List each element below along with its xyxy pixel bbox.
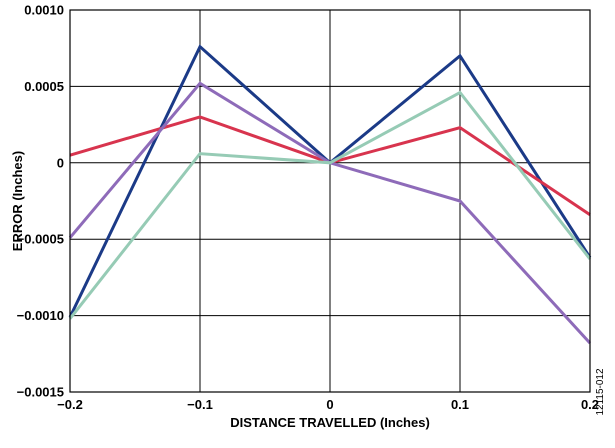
y-tick-label: −0.0015 (17, 385, 64, 400)
y-tick-label: 0.0010 (24, 3, 64, 18)
series-group (68, 44, 592, 345)
grid (69, 9, 591, 393)
x-tick-labels: −0.2 −0.1 0 0.1 0.2 (57, 397, 599, 412)
figure-id: 12115-012 (595, 368, 606, 416)
y-tick-label: −0.0005 (17, 232, 64, 247)
x-axis-label: DISTANCE TRAVELLED (Inches) (230, 415, 430, 430)
x-tick-label: 0.2 (581, 397, 599, 412)
y-axis-label: ERROR (Inches) (10, 151, 25, 251)
x-tick-label: −0.1 (187, 397, 213, 412)
y-tick-label: −0.0010 (17, 308, 64, 323)
x-tick-label: −0.2 (57, 397, 83, 412)
y-tick-label: 0 (57, 155, 64, 170)
series-line-4 (68, 90, 592, 320)
y-tick-labels: 0.0010 0.0005 0 −0.0005 −0.0010 −0.0015 (17, 3, 64, 400)
y-tick-label: 0.0005 (24, 79, 64, 94)
plot-frame (69, 9, 591, 393)
x-tick-label: 0 (326, 397, 333, 412)
x-tick-label: 0.1 (451, 397, 469, 412)
